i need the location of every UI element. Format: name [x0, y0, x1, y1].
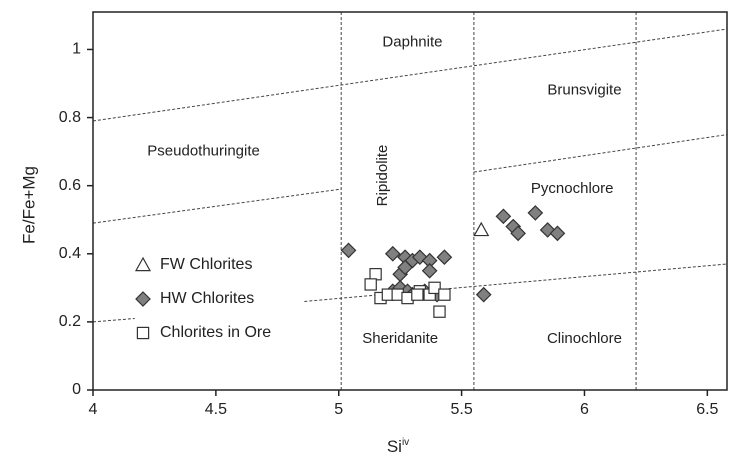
x-axis-title-main: Si [387, 437, 402, 456]
region-label: Pycnochlore [531, 180, 614, 197]
boundary-line [92, 317, 135, 323]
region-label: Pseudothuringite [147, 143, 260, 160]
x-tick-label: 6 [580, 401, 589, 418]
diamond-marker [421, 262, 438, 279]
diamond-marker [397, 259, 413, 276]
plot-frame [92, 11, 728, 391]
legend-label: Chlorites in Ore [160, 324, 271, 341]
y-tick-label: 1 [72, 41, 81, 58]
triangle-marker [473, 221, 490, 237]
diamond-marker [384, 245, 401, 262]
y-tick-label: 0.4 [59, 245, 81, 262]
x-tick-label: 4.5 [205, 401, 227, 418]
square-marker [428, 281, 441, 295]
region-label: Brunsvigite [547, 81, 621, 98]
y-tick-label: 0.2 [59, 313, 81, 330]
x-axis-title: Siiv [387, 437, 409, 457]
diamond-marker [510, 225, 526, 242]
region-label: Clinochlore [547, 330, 622, 347]
triangle-marker [134, 256, 152, 272]
boundary-line [473, 134, 728, 173]
diamond-marker [549, 225, 566, 242]
diamond-marker [527, 205, 544, 221]
square-marker [438, 288, 451, 301]
y-tick-label: 0 [72, 381, 81, 398]
square-marker [411, 288, 424, 301]
diamond-marker [436, 249, 453, 266]
y-tick-label: 0.6 [59, 177, 81, 194]
square-marker [369, 268, 382, 281]
square-marker [364, 278, 377, 291]
legend-label: FW Chlorites [160, 256, 252, 273]
boundary-line [92, 28, 728, 122]
square-marker [433, 305, 446, 318]
x-axis-title-superscript: iv [402, 437, 409, 448]
x-tick-label: 5.5 [450, 401, 472, 418]
diamond-marker [475, 286, 492, 303]
y-tick-label: 0.8 [59, 109, 81, 126]
diamond-marker [135, 291, 151, 307]
region-label: Sheridanite [362, 330, 438, 347]
square-marker [136, 326, 150, 340]
x-tick-label: 4 [89, 401, 98, 418]
x-tick-label: 6.5 [696, 401, 718, 418]
diamond-marker [495, 208, 512, 225]
boundary-line [92, 188, 342, 224]
region-label: Ripidolite [374, 145, 391, 207]
x-tick-label: 5 [334, 401, 343, 418]
region-label: Daphnite [382, 34, 442, 51]
diamond-marker [340, 242, 357, 259]
y-axis-title: Fe/Fe+Mg [19, 166, 38, 244]
legend-label: HW Chlorites [160, 290, 254, 307]
